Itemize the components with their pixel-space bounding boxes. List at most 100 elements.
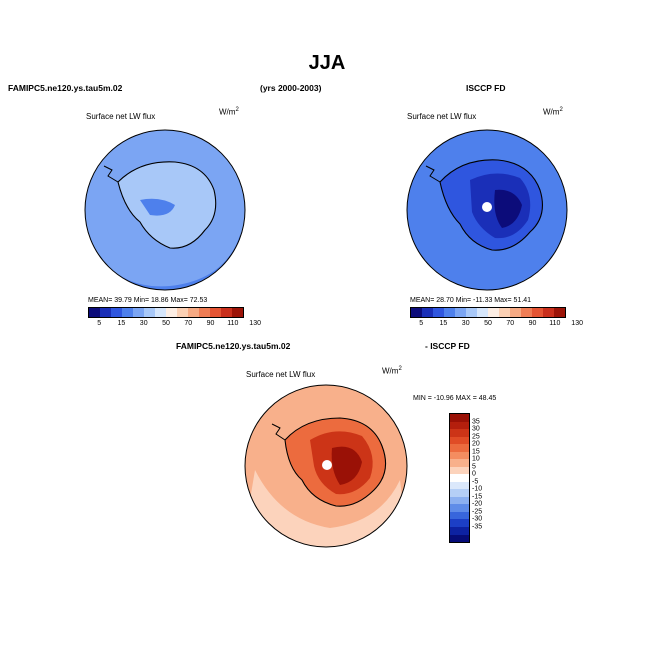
colorbar-tick-label: 90 bbox=[206, 320, 215, 327]
colorbar-tick-label: 130 bbox=[571, 320, 583, 327]
colorbar-swatch bbox=[450, 511, 469, 520]
diff-variable-label: Surface net LW flux bbox=[246, 370, 316, 379]
colorbar-swatch bbox=[532, 308, 543, 317]
colorbar-tick-label: 90 bbox=[528, 320, 537, 327]
colorbar-swatch bbox=[155, 308, 166, 317]
colorbar-swatch bbox=[210, 308, 221, 317]
colorbar-swatch bbox=[111, 308, 122, 317]
colorbar-tick-label: 30 bbox=[461, 320, 470, 327]
colorbar-tick-label: 130 bbox=[249, 320, 261, 327]
colorbar-tick-label: -5 bbox=[472, 478, 479, 486]
colorbar-swatch bbox=[499, 308, 510, 317]
colorbar-swatch bbox=[450, 459, 469, 467]
colorbar-swatch bbox=[450, 444, 469, 452]
colorbar-swatch bbox=[450, 436, 469, 445]
colorbar-tick-label: 50 bbox=[162, 320, 170, 327]
model-map-coastline bbox=[117, 161, 217, 249]
colorbar-swatch bbox=[411, 308, 422, 317]
colorbar-swatch bbox=[221, 308, 232, 317]
colorbar-tick-label: 70 bbox=[506, 320, 515, 327]
colorbar-swatch bbox=[450, 489, 469, 497]
model-map-border bbox=[84, 129, 246, 291]
colorbar-swatch bbox=[543, 308, 554, 317]
colorbar-swatch bbox=[89, 308, 100, 317]
colorbar-swatch bbox=[144, 308, 155, 317]
colorbar-tick-label: 25 bbox=[472, 433, 480, 441]
colorbar-swatch bbox=[510, 308, 521, 317]
colorbar-swatch bbox=[177, 308, 188, 317]
colorbar-swatch bbox=[450, 481, 469, 490]
obs-map-coastline bbox=[439, 159, 543, 251]
colorbar-tick-label: 50 bbox=[484, 320, 492, 327]
colorbar-swatch bbox=[133, 308, 144, 317]
diff-colorbar bbox=[449, 413, 470, 543]
colorbar-tick-label: 15 bbox=[117, 320, 126, 327]
colorbar-swatch bbox=[450, 451, 469, 460]
obs-stats: MEAN= 28.70 Min= -11.33 Max= 51.41 bbox=[410, 297, 532, 304]
colorbar-tick-label: -10 bbox=[472, 485, 483, 493]
colorbar-swatch bbox=[450, 466, 469, 475]
colorbar-tick-label: 30 bbox=[472, 425, 480, 433]
colorbar-tick-label: 110 bbox=[549, 320, 561, 327]
colorbar-tick-label: 35 bbox=[472, 418, 480, 426]
years-label: (yrs 2000-2003) bbox=[260, 83, 322, 93]
colorbar-tick-label: 110 bbox=[227, 320, 239, 327]
obs-units: W/m2 bbox=[543, 107, 563, 117]
colorbar-tick-label: -15 bbox=[472, 493, 483, 501]
colorbar-tick-label: -25 bbox=[472, 508, 483, 516]
colorbar-swatch bbox=[455, 308, 466, 317]
colorbar-tick-label: 10 bbox=[472, 455, 480, 463]
colorbar-tick-label: 70 bbox=[184, 320, 193, 327]
diff-colorbar-ticks: 35 30 25 20 15 10 5 0 -5 -10 -15 -20 -25 -30 -35 bbox=[472, 414, 502, 542]
diff-map-land-level3 bbox=[331, 446, 362, 485]
colorbar-swatch bbox=[450, 519, 469, 527]
diff-case-title: FAMIPC5.ne120.ys.tau5m.02 bbox=[176, 341, 291, 351]
colorbar-tick-label: -20 bbox=[472, 500, 483, 508]
colorbar-swatch bbox=[466, 308, 477, 317]
obs-map-land-level3 bbox=[494, 189, 522, 228]
colorbar-swatch bbox=[450, 534, 469, 543]
diff-map-coastline bbox=[284, 417, 387, 507]
colorbar-swatch bbox=[450, 526, 469, 535]
colorbar-tick-label: 15 bbox=[472, 448, 480, 456]
colorbar-tick-label: 5 bbox=[472, 463, 476, 471]
colorbar-tick-label: -30 bbox=[472, 515, 483, 523]
model-stats: MEAN= 39.79 Min= 18.86 Max= 72.53 bbox=[88, 297, 208, 304]
diff-map-peninsula bbox=[271, 423, 286, 441]
colorbar-swatch bbox=[422, 308, 433, 317]
colorbar-swatch bbox=[444, 308, 455, 317]
obs-title: ISCCP FD bbox=[466, 83, 506, 93]
obs-colorbar bbox=[410, 307, 566, 318]
obs-variable-label: Surface net LW flux bbox=[407, 112, 477, 121]
colorbar-tick-label: 20 bbox=[472, 440, 480, 448]
obs-map-peninsula bbox=[425, 165, 441, 183]
diff-map-border bbox=[244, 384, 408, 548]
colorbar-tick-label: 15 bbox=[439, 320, 448, 327]
colorbar-swatch bbox=[122, 308, 133, 317]
colorbar-swatch bbox=[477, 308, 488, 317]
colorbar-swatch bbox=[554, 308, 565, 317]
colorbar-tick-label: 5 bbox=[419, 320, 424, 327]
model-map bbox=[85, 130, 245, 290]
model-map-inner-patch bbox=[140, 198, 175, 216]
colorbar-swatch bbox=[450, 421, 469, 430]
colorbar-swatch bbox=[450, 504, 469, 512]
diff-units: W/m2 bbox=[382, 366, 402, 376]
colorbar-swatch bbox=[100, 308, 111, 317]
diff-map bbox=[245, 385, 407, 547]
model-colorbar bbox=[88, 307, 244, 318]
model-variable-label: Surface net LW flux bbox=[86, 112, 156, 121]
colorbar-swatch bbox=[450, 414, 469, 422]
colorbar-tick-label: -35 bbox=[472, 523, 483, 531]
colorbar-swatch bbox=[450, 474, 469, 482]
colorbar-swatch bbox=[450, 429, 469, 437]
colorbar-swatch bbox=[199, 308, 210, 317]
colorbar-tick-label: 0 bbox=[472, 470, 476, 478]
obs-map-border bbox=[406, 129, 568, 291]
model-map-peninsula bbox=[103, 165, 119, 183]
diff-obs-title: - ISCCP FD bbox=[425, 341, 470, 351]
colorbar-swatch bbox=[488, 308, 499, 317]
obs-map-pole-hole bbox=[482, 202, 492, 212]
colorbar-swatch bbox=[450, 496, 469, 505]
